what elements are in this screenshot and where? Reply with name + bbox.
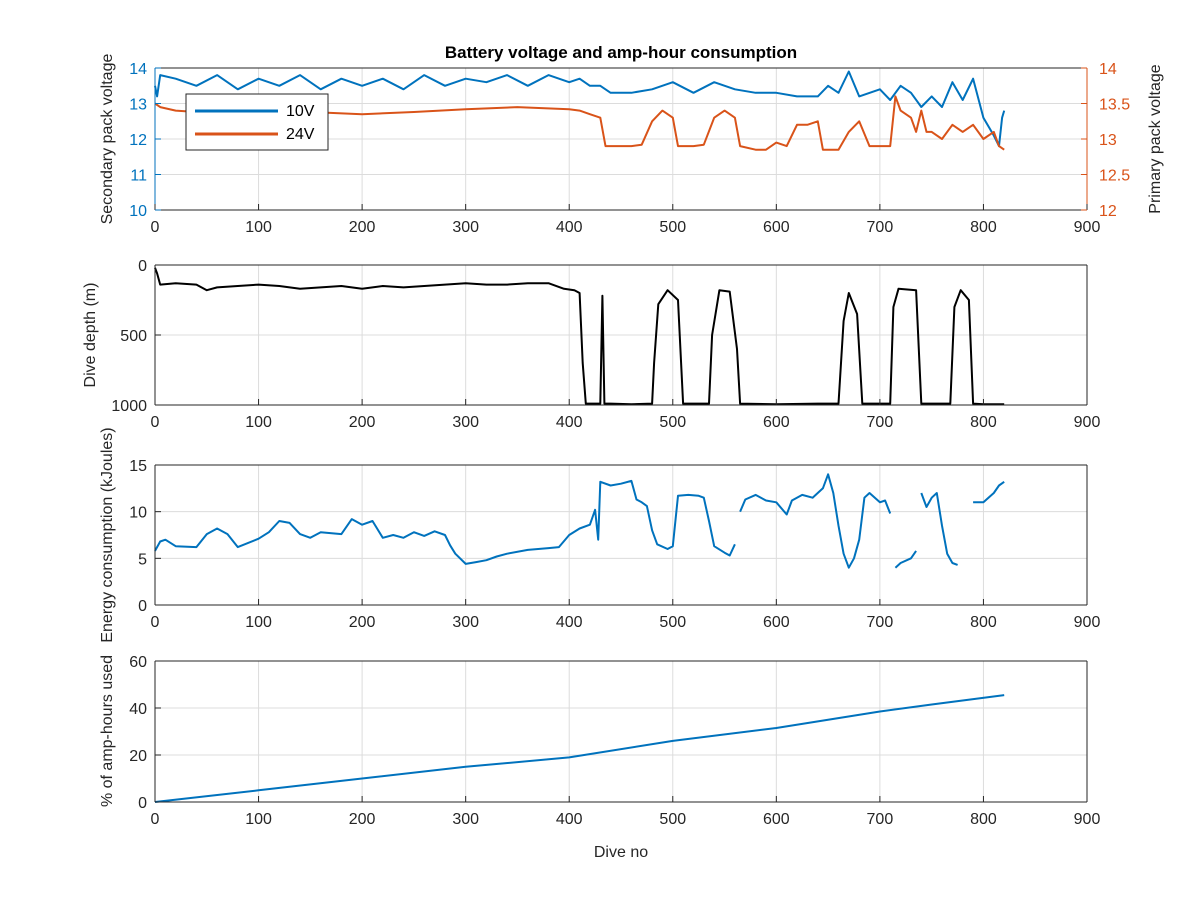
y-tick-label: 0 (138, 258, 147, 275)
x-tick-label: 500 (659, 219, 686, 236)
y-tick-label: 40 (129, 701, 147, 718)
series-line-seg-2 (894, 550, 917, 569)
x-tick-label: 400 (556, 811, 583, 828)
panel-energy: Energy consumption (kJoules) 0 100 200 300 4… (99, 427, 1100, 642)
y-tick-label: 0 (138, 795, 147, 812)
x-tick-label: 400 (556, 614, 583, 631)
y-tick-label: 11 (130, 168, 147, 185)
series-line-seg-1 (739, 473, 892, 569)
x-tick-label: 600 (763, 219, 790, 236)
y2-tick-label: 13 (1099, 132, 1117, 149)
x-tick-label: 800 (970, 219, 997, 236)
x-tick-label: 300 (452, 811, 479, 828)
x-tick-label: 400 (556, 219, 583, 236)
x-tick-label: 0 (151, 219, 160, 236)
y2-tick-label: 14 (1099, 61, 1117, 78)
series-line-24v (154, 95, 1005, 151)
y-axis-label: Dive depth (m) (82, 283, 99, 388)
x-tick-label: 700 (867, 614, 894, 631)
y-axis-label-right: Primary pack voltage (1147, 64, 1164, 213)
plot-area (155, 465, 1087, 605)
x-tick-label: 200 (349, 219, 376, 236)
legend-box (185, 93, 329, 151)
plot-area (155, 661, 1087, 802)
x-tick-label: 100 (245, 414, 272, 431)
x-tick-label: 700 (867, 811, 894, 828)
x-tick-label: 100 (245, 811, 272, 828)
x-tick-label: 600 (763, 811, 790, 828)
series-line-seg-4 (973, 480, 1005, 504)
legend-label-24v: 24V (286, 126, 315, 143)
series-line-10v (154, 70, 1006, 148)
x-tick-label: 800 (970, 414, 997, 431)
panel-voltage: Battery voltage and amp-hour consumption… (99, 43, 1164, 236)
y-tick-label: 15 (129, 458, 147, 475)
x-tick-label: 200 (349, 414, 376, 431)
x-tick-label: 500 (659, 614, 686, 631)
y-tick-label: 12 (129, 132, 147, 149)
x-tick-label: 800 (970, 614, 997, 631)
x-tick-label: 500 (659, 811, 686, 828)
x-tick-label: 900 (1074, 811, 1101, 828)
y-tick-label: 1000 (111, 398, 147, 415)
y-tick-label: 0 (138, 598, 147, 615)
y-tick-label: 10 (129, 505, 147, 522)
x-tick-label: 100 (245, 614, 272, 631)
x-tick-label: 0 (151, 614, 160, 631)
x-tick-label: 800 (970, 811, 997, 828)
panel-depth: Dive depth (m) 0 100 200 300 400 500 600 700 800… (82, 258, 1100, 431)
x-tick-label: 600 (763, 414, 790, 431)
x-tick-label: 700 (867, 414, 894, 431)
y2-tick-label: 13.5 (1099, 97, 1130, 114)
y2-tick-label: 12 (1099, 203, 1117, 220)
series-line-seg-0 (154, 479, 736, 565)
chart-title: Battery voltage and amp-hour consumption (445, 43, 797, 62)
x-tick-label: 0 (151, 811, 160, 828)
y-tick-label: 10 (129, 203, 147, 220)
x-tick-label: 300 (452, 219, 479, 236)
y-tick-label: 14 (129, 61, 147, 78)
x-tick-label: 300 (452, 614, 479, 631)
y-axis-label: % of amp-hours used (99, 655, 116, 807)
x-tick-label: 400 (556, 414, 583, 431)
y-tick-label: 5 (138, 551, 147, 568)
series-line (154, 267, 1005, 406)
y-axis-label: Energy consumption (kJoules) (99, 427, 116, 642)
x-tick-label: 0 (151, 414, 160, 431)
x-tick-label: 100 (245, 219, 272, 236)
panel-amp-hours: % of amp-hours used Dive no 0 100 200 300 40… (99, 654, 1100, 861)
y-tick-label: 20 (129, 748, 147, 765)
x-tick-label: 900 (1074, 414, 1101, 431)
x-tick-label: 200 (349, 811, 376, 828)
x-axis-label: Dive no (594, 844, 648, 861)
y2-tick-label: 12.5 (1099, 168, 1130, 185)
series-line (154, 694, 1005, 803)
y-tick-label: 13 (129, 97, 147, 114)
y-axis-label-left: Secondary pack voltage (99, 54, 116, 225)
x-tick-label: 900 (1074, 614, 1101, 631)
x-tick-label: 900 (1074, 219, 1101, 236)
series-line-seg-3 (920, 492, 958, 566)
x-tick-label: 600 (763, 614, 790, 631)
y-tick-label: 60 (129, 654, 147, 671)
x-tick-label: 500 (659, 414, 686, 431)
legend-label-10v: 10V (286, 103, 315, 120)
x-tick-label: 700 (867, 219, 894, 236)
legend: 10V 24V (185, 93, 329, 151)
x-tick-label: 300 (452, 414, 479, 431)
x-tick-label: 200 (349, 614, 376, 631)
y-tick-label: 500 (120, 328, 147, 345)
